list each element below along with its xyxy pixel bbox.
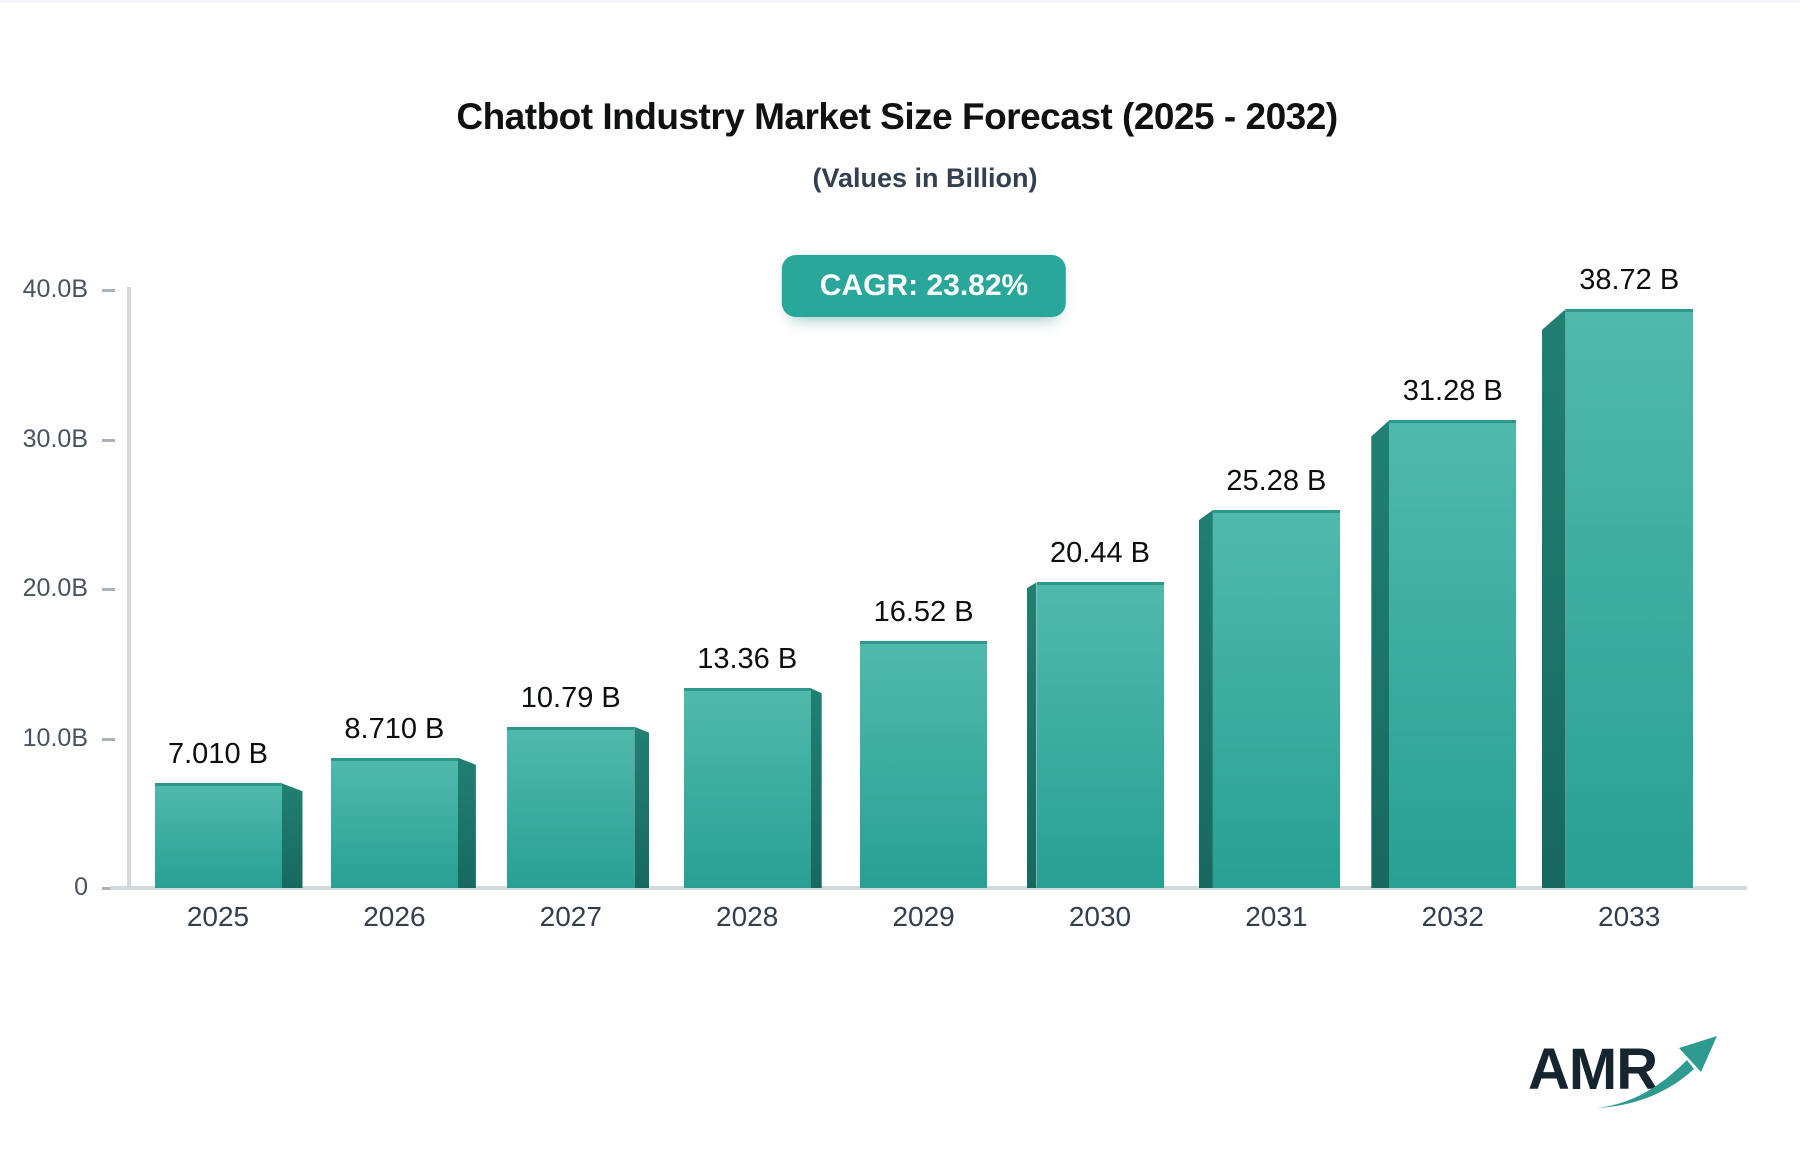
bar-side [810, 688, 822, 888]
bar-face [1565, 309, 1693, 888]
x-tick-label: 2025 [186, 901, 250, 932]
bar-face [154, 783, 282, 888]
y-tick-mark [102, 737, 115, 741]
bar-value-label: 7.010 B [168, 738, 268, 771]
y-tick-label: 40.0B [22, 275, 88, 303]
bar-face [330, 757, 458, 888]
x-tick-label: 2026 [363, 901, 426, 932]
x-tick-label: 2032 [1421, 901, 1484, 932]
y-tick-label: 30.0B [22, 424, 88, 453]
bar-face [507, 726, 635, 888]
y-tick-mark [102, 289, 115, 292]
amr-logo: AMR [1528, 1032, 1728, 1122]
bar-value-label: 25.28 B [1226, 465, 1327, 498]
bar-value-label: 16.52 B [873, 596, 974, 629]
bar-side [634, 726, 650, 888]
bar-side [457, 757, 476, 888]
x-tick-label: 2031 [1245, 901, 1308, 932]
bar-value-label: 31.28 B [1402, 375, 1503, 408]
bar-value-label: 13.36 B [697, 643, 798, 676]
y-tick-label: 0 [74, 873, 88, 901]
bar-face [683, 688, 811, 888]
bar-value-label: 8.710 B [344, 712, 445, 745]
x-axis-line [110, 886, 1747, 890]
y-tick-label: 10.0B [22, 723, 88, 752]
bar-side [1371, 420, 1390, 888]
bar-side [1541, 309, 1566, 888]
x-tick-label: 2033 [1598, 901, 1661, 932]
bar-value-label: 20.44 B [1050, 537, 1150, 570]
x-tick-label: 2029 [892, 901, 955, 932]
growth-arrow-icon [1597, 1036, 1717, 1108]
x-tick-label: 2027 [539, 901, 602, 932]
chart-subtitle: (Values in Billion) [812, 163, 1038, 193]
cagr-badge: CAGR: 23.82% [781, 255, 1067, 317]
top-edge-strip [0, 0, 1800, 3]
x-tick-label: 2030 [1068, 901, 1132, 932]
y-tick-mark [102, 588, 115, 591]
x-tick-label: 2028 [716, 901, 779, 932]
bar-face [1212, 510, 1340, 888]
y-tick-mark [102, 438, 115, 442]
bar-value-label: 10.79 B [520, 681, 621, 714]
y-axis-line [127, 287, 131, 888]
bar-side [1026, 582, 1037, 888]
bar-face [860, 641, 988, 888]
y-tick-mark [102, 887, 115, 890]
chart-title: Chatbot Industry Market Size Forecast (2… [456, 96, 1338, 137]
bar-side [281, 783, 303, 888]
bar-value-label: 38.72 B [1579, 264, 1680, 297]
bar-face [1389, 420, 1517, 888]
bar-side [1198, 510, 1213, 888]
y-tick-label: 20.0B [22, 574, 88, 602]
amr-logo-text: AMR [1528, 1037, 1658, 1102]
bar-face [1036, 582, 1164, 888]
